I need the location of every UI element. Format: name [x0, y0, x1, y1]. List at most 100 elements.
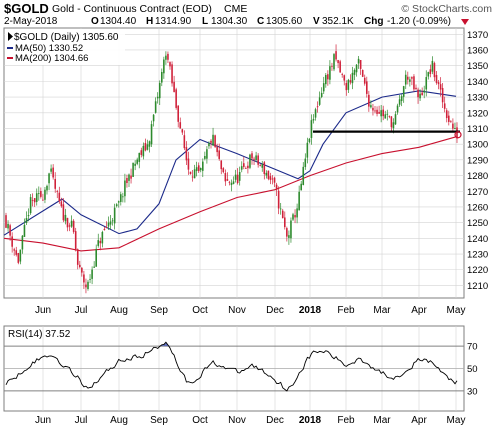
price-candle [429, 64, 432, 78]
price-candle [300, 180, 302, 191]
price-candle [361, 69, 364, 78]
price-candle [183, 130, 186, 151]
price-candle [21, 235, 24, 254]
rsi-x-tick: Aug [110, 415, 128, 426]
price-candle [335, 44, 337, 62]
legend-ma50: MA(50) 1330.52 [15, 43, 83, 54]
price-candle [195, 161, 198, 177]
price-candle [140, 147, 143, 158]
price-candle [337, 59, 339, 69]
price-candle [44, 187, 46, 204]
price-candle [273, 176, 276, 188]
price-candle [193, 164, 196, 179]
price-y-tick: 1370 [467, 30, 488, 41]
price-candle [68, 223, 71, 232]
price-x-tick: 2018 [299, 305, 322, 316]
rsi-y-tick: 50 [467, 364, 478, 375]
price-candle [238, 166, 241, 186]
rsi-x-axis: Jun Jul Aug Sep Oct Nov Dec 2018 Feb Mar Apr May [35, 415, 466, 426]
price-candle [230, 179, 233, 192]
rsi-x-tick: Feb [337, 415, 355, 426]
price-candle [134, 160, 136, 171]
ma50-path [3, 90, 457, 236]
price-candle [232, 176, 235, 185]
price-candle [243, 156, 245, 170]
price-candle [322, 76, 325, 94]
price-candle [279, 202, 282, 215]
price-x-axis: Jun Jul Aug Sep Oct Nov Dec 2018 Feb Mar Apr May [35, 305, 466, 316]
price-candle [347, 78, 350, 93]
price-candle [296, 203, 298, 224]
price-y-tick: 1320 [467, 108, 488, 119]
price-candle [97, 233, 100, 248]
price-candle [325, 72, 327, 88]
price-candle [298, 185, 300, 211]
price-candle [81, 267, 83, 277]
high-label: H [146, 16, 153, 27]
price-candle [19, 249, 22, 265]
price-candle [267, 170, 270, 181]
price-candle [343, 74, 346, 86]
price-candle [450, 120, 452, 123]
price-candle [105, 221, 108, 229]
price-candle [355, 63, 358, 77]
change-label: Chg [364, 16, 383, 27]
price-y-tick: 1270 [467, 187, 488, 198]
price-candle [228, 180, 231, 186]
price-y-tick: 1260 [467, 202, 488, 213]
rsi-x-tick: Dec [266, 415, 284, 426]
price-candle [181, 128, 184, 135]
price-candle [167, 51, 169, 64]
price-candle [163, 56, 165, 79]
volume-value: 352.1K [322, 16, 354, 27]
price-candle [156, 92, 159, 104]
price-candle [314, 107, 317, 121]
rsi-x-tick: Jul [75, 415, 88, 426]
rsi-x-tick: May [447, 415, 466, 426]
price-candle [89, 274, 91, 284]
price-candle [126, 174, 128, 188]
price-y-tick: 1210 [467, 281, 488, 292]
price-candle [421, 87, 423, 96]
price-candle [136, 157, 138, 166]
price-candle [349, 74, 352, 85]
price-candle [423, 85, 425, 99]
price-candle [366, 76, 368, 98]
price-candle [411, 76, 413, 86]
price-candle [308, 138, 311, 144]
price-candle [179, 117, 182, 129]
legend-price: $GOLD (Daily) 1305.60 [14, 32, 119, 43]
price-candle [122, 192, 124, 203]
rsi-x-tick: Sep [150, 415, 168, 426]
down-arrow-icon [461, 19, 469, 25]
quote-date: 2-May-2018 [4, 16, 58, 27]
copyright-label: © StockCharts.com [401, 3, 492, 15]
price-x-tick: Apr [411, 305, 427, 316]
price-candle [290, 217, 292, 243]
price-candle [445, 108, 448, 123]
price-x-tick: Jun [35, 305, 51, 316]
price-candle [130, 168, 132, 184]
low-label: L [202, 16, 208, 27]
price-candle [372, 103, 374, 116]
price-candle [452, 118, 454, 131]
price-x-tick: Jul [75, 305, 88, 316]
price-y-tick: 1220 [467, 265, 488, 276]
price-candle [255, 151, 257, 162]
rsi-x-tick: Oct [192, 415, 208, 426]
price-candle [33, 198, 36, 207]
price-candle [310, 114, 313, 145]
price-candle [5, 212, 7, 229]
change-value: -1.20 (-0.09%) [387, 16, 451, 27]
price-candle [165, 51, 167, 65]
price-candle [107, 216, 110, 231]
price-candle [152, 114, 155, 127]
price-candle [29, 194, 32, 215]
price-y-tick: 1300 [467, 140, 488, 151]
price-candle [378, 105, 380, 114]
price-candle [269, 172, 272, 185]
rsi-x-tick: Jun [35, 415, 51, 426]
price-candle [93, 261, 95, 268]
price-candle [329, 60, 331, 85]
price-x-tick: Nov [228, 305, 246, 316]
